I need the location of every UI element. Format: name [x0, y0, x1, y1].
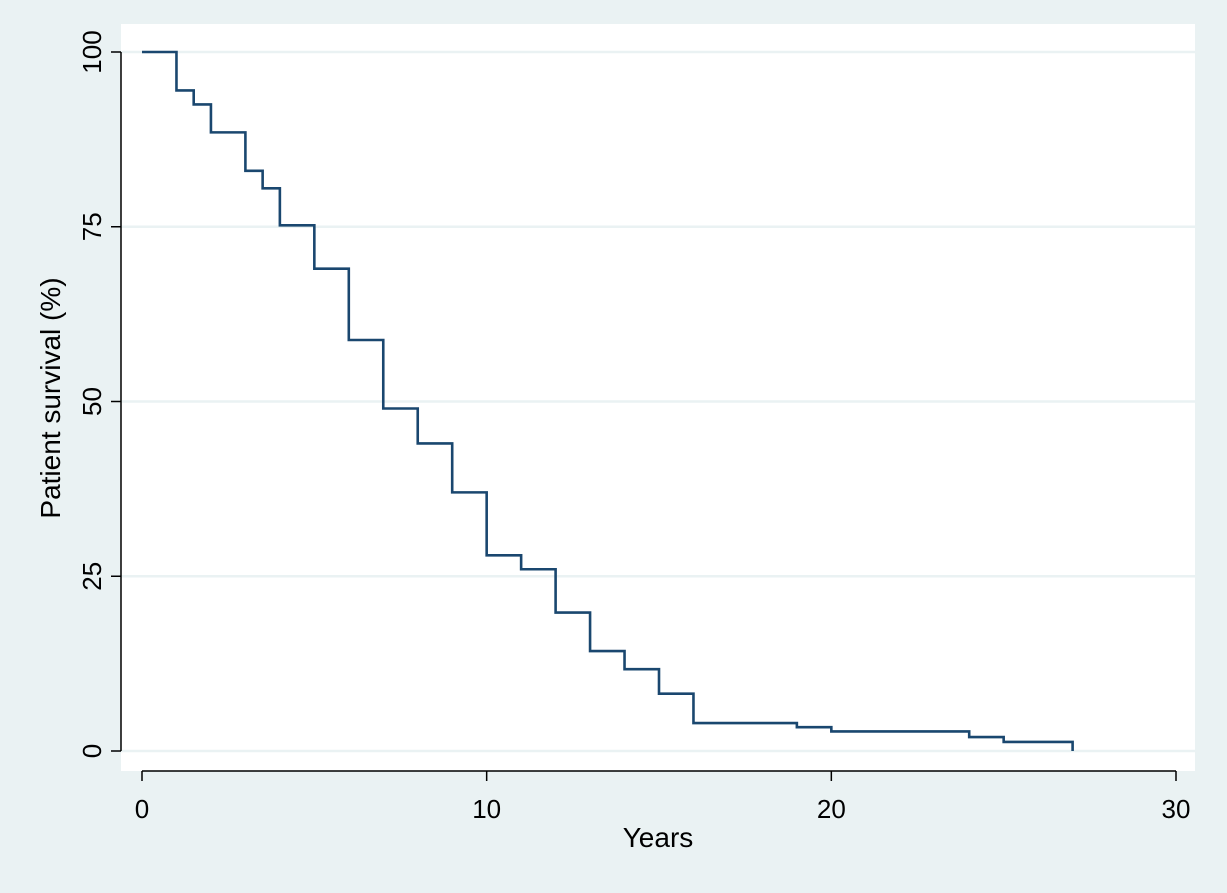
- axes: [111, 51, 1177, 781]
- y-axis-label: Patient survival (%): [35, 277, 66, 518]
- plot-area: [121, 24, 1195, 771]
- y-tick-label-0: 0: [77, 744, 107, 758]
- x-tick-label-10: 10: [472, 794, 501, 824]
- y-tick-label-25: 25: [77, 562, 107, 591]
- tick-labels: 0 25 50 75 100 0 10 20 30: [77, 30, 1190, 824]
- gridlines: [121, 50, 1195, 753]
- y-tick-label-100: 100: [77, 30, 107, 73]
- survival-curve-0: [142, 50, 1074, 751]
- y-tick-label-75: 75: [77, 212, 107, 241]
- x-tick-label-30: 30: [1162, 794, 1191, 824]
- x-tick-label-20: 20: [817, 794, 846, 824]
- x-tick-label-0: 0: [135, 794, 149, 824]
- y-tick-label-50: 50: [77, 387, 107, 416]
- x-axis-label: Years: [623, 822, 694, 853]
- series-layer: [142, 50, 1074, 751]
